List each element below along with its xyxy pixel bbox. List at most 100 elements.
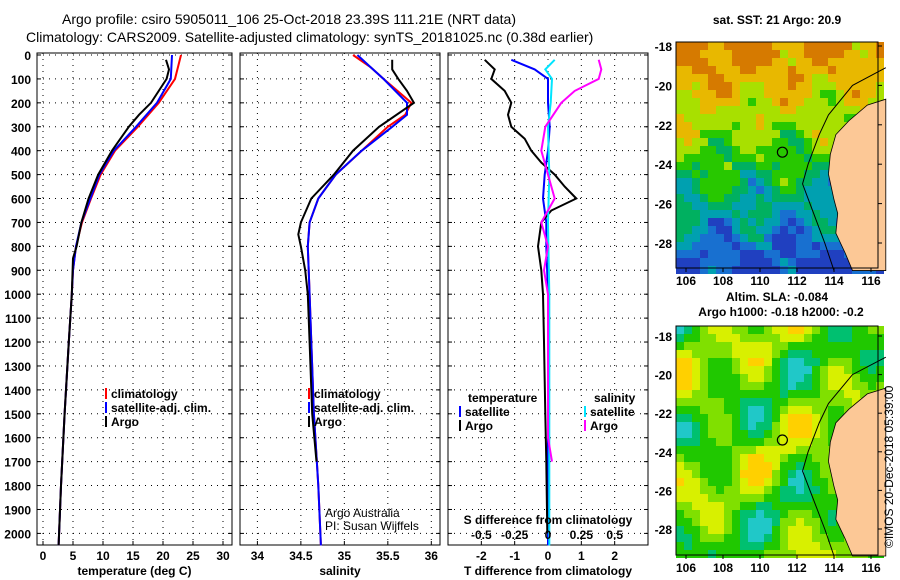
map-cell [708,106,716,114]
map-cell [828,218,836,226]
legend-swatch [459,420,461,431]
x-tick-label: -2 [476,549,487,563]
map-cell [876,58,884,66]
map-cell [732,178,740,186]
map-cell [836,106,844,114]
map-cell [764,98,772,106]
map-cell [820,390,828,398]
map-cell [700,398,708,406]
map-cell [812,366,820,374]
x-tick-label: 35 [338,549,352,563]
map-cell [764,122,772,130]
map-cell [788,398,796,406]
lon-tick-label: 108 [713,561,733,575]
map-cell [676,334,684,342]
map-cell [716,358,724,366]
map-cell [748,186,756,194]
map-cell [796,478,804,486]
map-cell [708,518,716,526]
map-cell [812,462,820,470]
map-cell [756,438,764,446]
map-cell [732,98,740,106]
map-cell [740,122,748,130]
map-cell [740,202,748,210]
map-cell [820,478,828,486]
map-cell [732,226,740,234]
map-cell [692,234,700,242]
map-cell [812,242,820,250]
map-cell [732,518,740,526]
map-cell [860,358,868,366]
map-cell [684,226,692,234]
map-cell [692,350,700,358]
lon-tick-label: 110 [750,561,770,575]
map-cell [772,518,780,526]
map-cell [828,366,836,374]
map-cell [708,218,716,226]
map-cell [692,414,700,422]
legend-label: climatology [111,387,178,401]
map-cell [812,162,820,170]
map-cell [836,534,844,542]
map-cell [700,534,708,542]
map-cell [804,234,812,242]
map-cell [748,350,756,358]
map-cell [812,74,820,82]
map-cell [780,74,788,82]
legend-label: satellite [465,405,510,419]
map-cell [700,446,708,454]
map-cell [788,446,796,454]
map-cell [764,138,772,146]
map-cell [748,510,756,518]
map-cell [700,454,708,462]
map-cell [764,58,772,66]
map-cell [708,202,716,210]
y-tick-label: 200 [11,97,31,111]
map-cell [724,390,732,398]
map-cell [676,138,684,146]
x-tick-label: 30 [216,549,230,563]
map-cell [764,518,772,526]
legend-title-temperature: temperature [468,391,538,405]
map-cell [812,42,820,50]
map-cell [796,162,804,170]
map-cell [716,430,724,438]
map-cell [692,66,700,74]
map-cell [700,366,708,374]
map-cell [852,90,860,98]
map-cell [716,258,724,266]
map-cell [748,138,756,146]
map-cell [876,350,884,358]
map-cell [732,358,740,366]
map-cell [724,66,732,74]
map-cell [764,502,772,510]
map-cell [740,218,748,226]
map-cell [724,454,732,462]
map-cell [724,90,732,98]
map-cell [732,146,740,154]
map-cell [780,342,788,350]
map-cell [860,58,868,66]
map-cell [684,210,692,218]
map-cell [740,366,748,374]
bathymetry-contour [802,356,887,557]
title-line-2: Climatology: CARS2009. Satellite-adjuste… [26,29,593,45]
map-cell [756,502,764,510]
y-tick-label: 1100 [5,312,31,326]
map-cell [700,518,708,526]
map-cell [804,130,812,138]
x-tick-label: 10 [96,549,110,563]
map-cell [700,390,708,398]
map-cell [788,210,796,218]
map-cell [716,202,724,210]
map-cell [684,154,692,162]
map-cell [724,462,732,470]
y-tick-label: 1900 [4,503,31,517]
map-cell [748,422,756,430]
map-cell [724,342,732,350]
plot-frame [36,52,233,546]
map-cell [852,334,860,342]
map-cell [852,74,860,82]
map-cell [732,422,740,430]
